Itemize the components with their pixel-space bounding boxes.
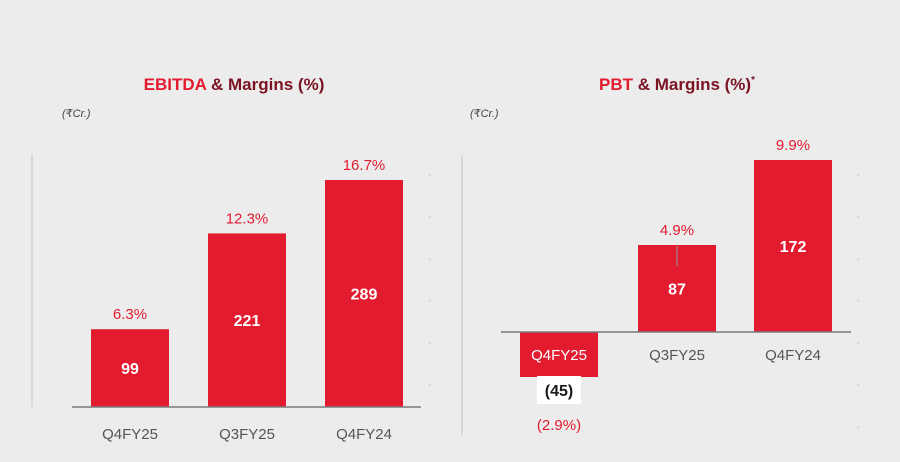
ebitda-margin-label: 12.3% xyxy=(226,210,269,227)
ebitda-bar-q4fy24 xyxy=(325,180,403,407)
pbt-chart-title: PBT & Margins (%)* xyxy=(599,75,755,94)
pbt-bar-q4fy24 xyxy=(754,160,832,332)
pbt-marks: (45) (2.9%) Q4FY25 87 4.9% Q3FY25 172 9.9% Q4FY2… xyxy=(461,137,860,435)
pbt-category-label: Q3FY25 xyxy=(649,347,705,364)
ebitda-chart-title: EBITDA & Margins (%) xyxy=(144,75,325,94)
pbt-value-label: 87 xyxy=(668,282,686,299)
ebitda-unit-label: (₹Cr.) xyxy=(62,108,91,120)
ebitda-marks: 99 6.3% Q4FY25 221 12.3% Q3FY25 289 16.7% Q4FY24 xyxy=(31,155,431,443)
pbt-unit-label: (₹Cr.) xyxy=(470,108,499,120)
pbt-bar-q4fy25 xyxy=(520,332,598,377)
ebitda-category-label: Q4FY25 xyxy=(102,426,158,443)
ebitda-bar-q3fy25 xyxy=(208,233,286,407)
pbt-value-label: 172 xyxy=(780,239,807,256)
pbt-margin-label: 9.9% xyxy=(776,137,810,154)
ebitda-margin-label: 6.3% xyxy=(113,306,147,323)
ebitda-value-label: 289 xyxy=(351,287,378,304)
ebitda-title-rest: & Margins (%) xyxy=(206,75,324,94)
ebitda-value-label: 99 xyxy=(121,361,139,378)
ebitda-category-label: Q3FY25 xyxy=(219,426,275,443)
ebitda-bar-q4fy25 xyxy=(91,329,169,407)
pbt-category-label: Q4FY24 xyxy=(765,347,821,364)
ebitda-category-label: Q4FY24 xyxy=(336,426,392,443)
ebitda-margin-label: 16.7% xyxy=(343,157,386,174)
pbt-title-suffix: * xyxy=(751,75,755,86)
pbt-title-rest: & Margins (%) xyxy=(633,75,751,94)
ebitda-chart: EBITDA & Margins (%) (₹Cr.) 99 6.3% Q4FY25… xyxy=(31,75,431,443)
pbt-margin-label: (2.9%) xyxy=(537,417,581,434)
ebitda-value-label: 221 xyxy=(234,313,261,330)
pbt-category-label: Q4FY25 xyxy=(531,347,587,364)
pbt-value-label: (45) xyxy=(545,383,573,400)
pbt-chart: PBT & Margins (%)* (₹Cr.) (45) (2.9%) Q4FY… xyxy=(461,75,860,435)
pbt-title-accent: PBT xyxy=(599,75,634,94)
pbt-negative-value-box xyxy=(537,376,581,404)
ebitda-title-accent: EBITDA xyxy=(144,75,207,94)
pbt-margin-label: 4.9% xyxy=(660,222,694,239)
